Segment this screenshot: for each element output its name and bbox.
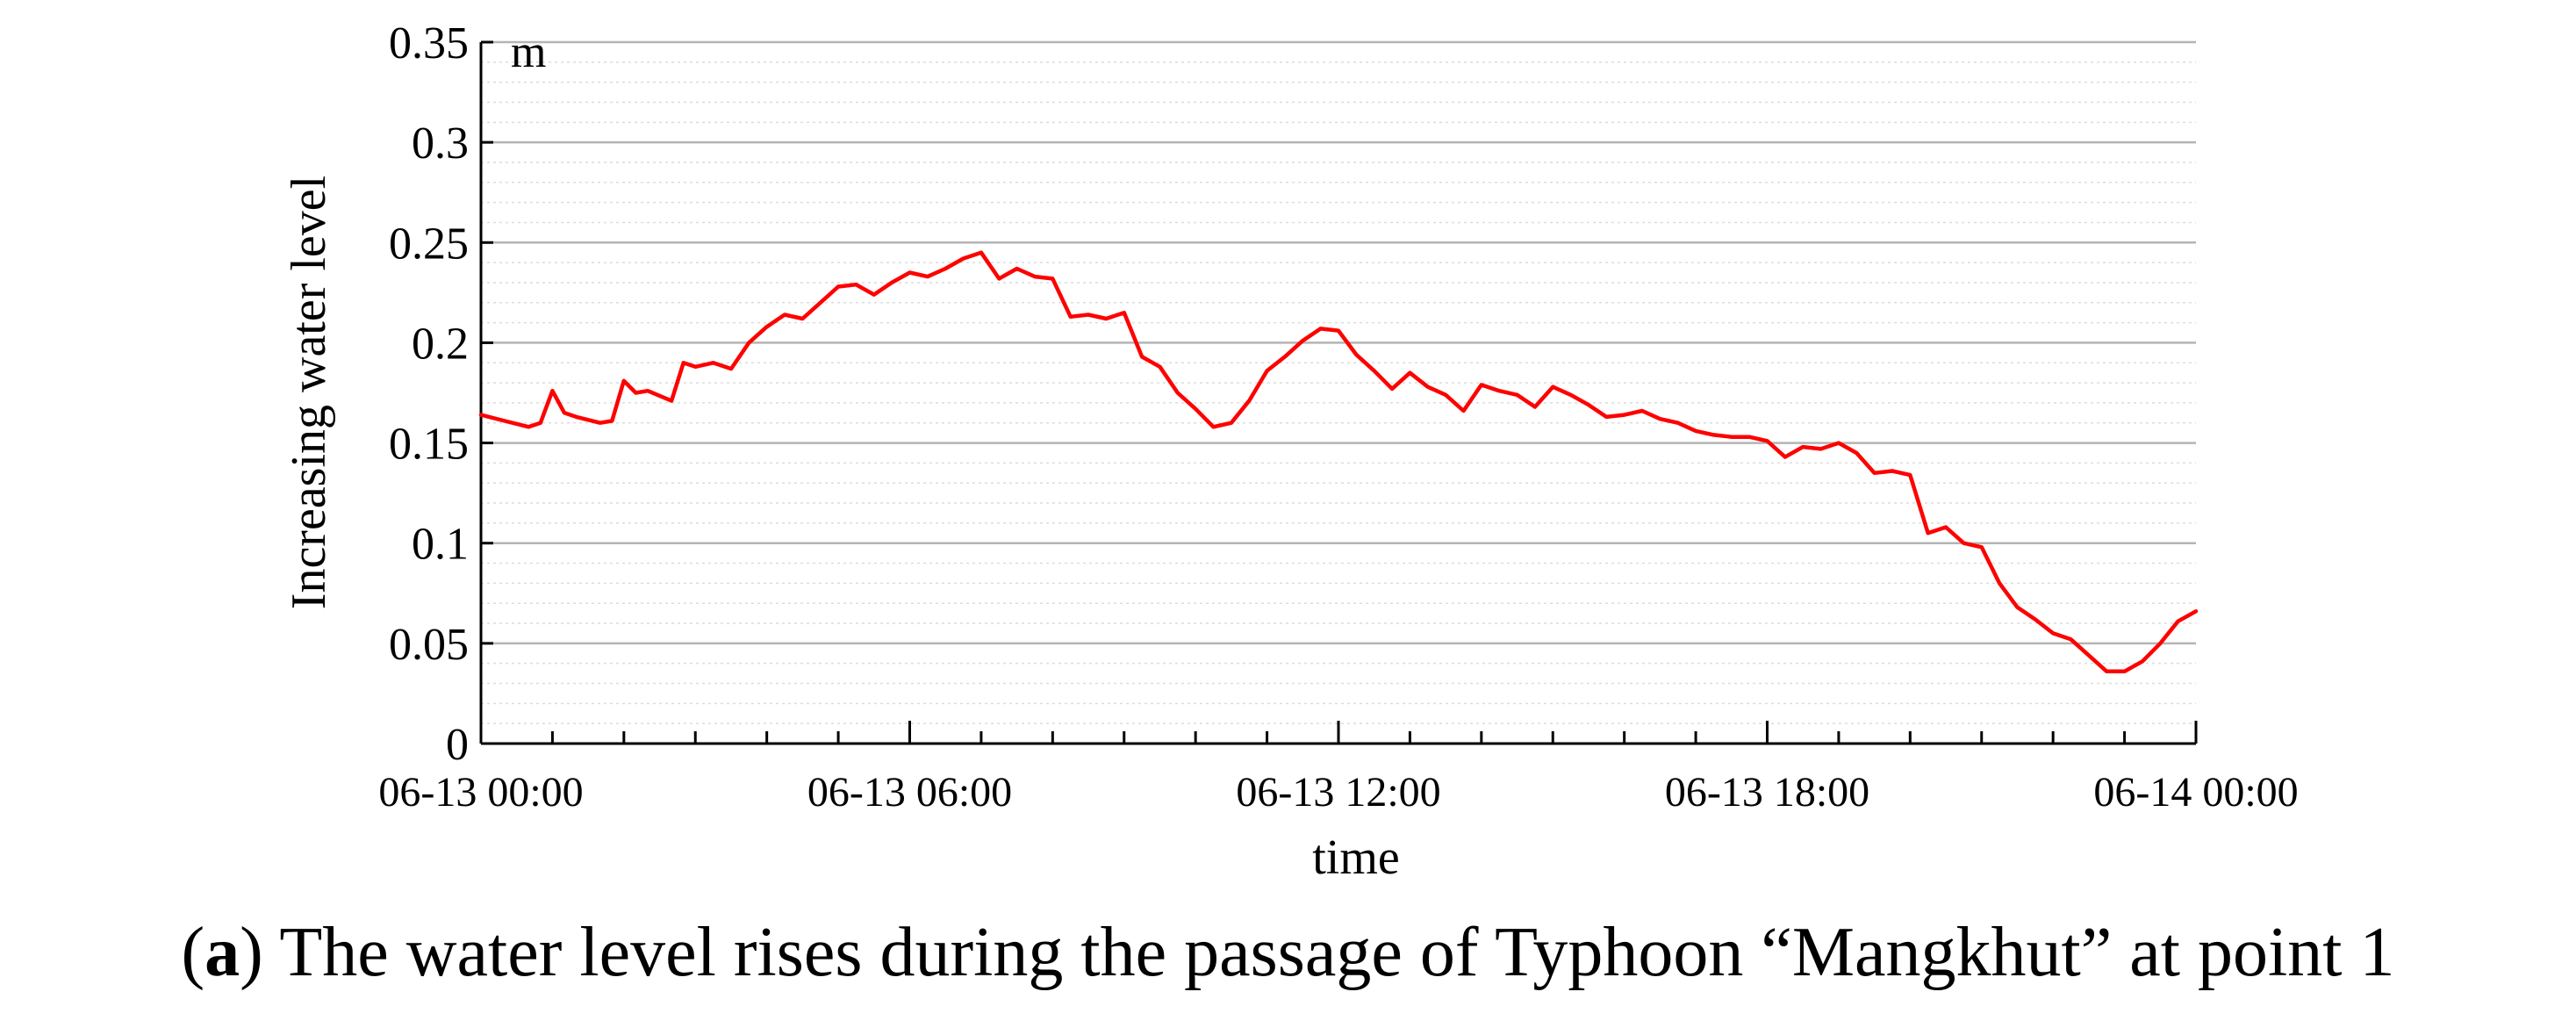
y-tick-label: 0.1 xyxy=(412,520,469,570)
y-tick-label: 0.3 xyxy=(412,119,469,169)
x-axis-title: time xyxy=(1312,830,1400,885)
line-chart: 00.050.10.150.20.250.30.35 06-13 00:00 06… xyxy=(282,18,2299,885)
series-line xyxy=(478,250,2199,674)
caption-text: The water level rises during the passage… xyxy=(279,914,2395,991)
x-tick-label: 06-14 00:00 xyxy=(2093,769,2298,816)
y-tick-label: 0.05 xyxy=(389,620,469,670)
caption-label: a xyxy=(205,914,240,991)
y-tick-label: 0.25 xyxy=(389,219,469,269)
unit-label: m xyxy=(511,27,546,77)
axis-ticks xyxy=(481,40,2198,745)
x-tick-label: 06-13 18:00 xyxy=(1665,769,1869,816)
minor-gridlines xyxy=(481,61,2196,724)
y-tick-labels: 0 0.05 0.1 0.15 0.2 0.25 0.3 0.35 xyxy=(389,18,469,770)
y-tick-label: 0.15 xyxy=(389,420,469,470)
x-tick-label: 06-13 12:00 xyxy=(1236,769,1440,816)
y-tick-label: 0.35 xyxy=(389,18,469,68)
y-axis-title: Increasing water level xyxy=(282,176,336,609)
major-gridlines xyxy=(481,40,2196,645)
figure-caption: (a) The water level rises during the pas… xyxy=(181,914,2395,991)
x-tick-label: 06-13 00:00 xyxy=(378,769,583,816)
y-tick-label: 0 xyxy=(446,720,469,770)
x-tick-label: 06-13 06:00 xyxy=(807,769,1012,816)
axes xyxy=(479,42,2196,745)
y-tick-label: 0.2 xyxy=(412,319,469,369)
x-tick-labels: 06-13 00:00 06-13 06:00 06-13 12:00 06-13 1… xyxy=(378,769,2298,816)
